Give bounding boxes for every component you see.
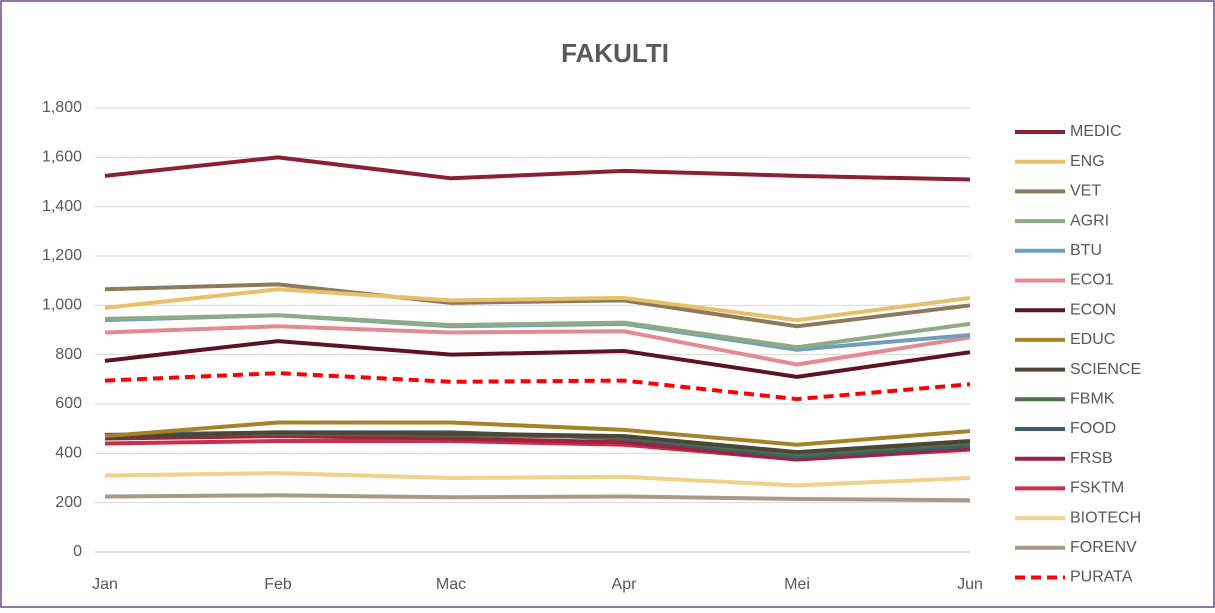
- x-tick-label: Apr: [612, 576, 638, 593]
- chart-title: FAKULTI: [561, 38, 669, 68]
- legend-label: FSKTM: [1070, 480, 1124, 497]
- legend-label: VET: [1070, 183, 1101, 200]
- y-tick-label: 1,400: [42, 198, 82, 215]
- series-line: [104, 371, 971, 402]
- legend-label: AGRI: [1070, 212, 1109, 229]
- x-tick-label: Jun: [957, 576, 983, 593]
- y-tick-label: 1,200: [42, 247, 82, 264]
- legend-label: ECON: [1070, 301, 1116, 318]
- y-tick-label: 600: [55, 395, 82, 412]
- series-line: [104, 287, 971, 323]
- y-tick-label: 400: [55, 445, 82, 462]
- y-tick-label: 1,800: [42, 99, 82, 116]
- legend-label: PURATA: [1070, 569, 1133, 586]
- x-tick-label: Mac: [436, 576, 466, 593]
- legend-label: ECO1: [1070, 272, 1114, 289]
- y-tick-label: 0: [73, 543, 82, 560]
- legend-label: FRSB: [1070, 450, 1113, 467]
- y-tick-label: 200: [55, 494, 82, 511]
- legend-label: SCIENCE: [1070, 361, 1141, 378]
- legend-label: EDUC: [1070, 331, 1115, 348]
- legend-label: FBMK: [1070, 391, 1115, 408]
- series-line: [104, 313, 971, 350]
- legend-label: FOOD: [1070, 420, 1116, 437]
- legend-label: BIOTECH: [1070, 509, 1141, 526]
- legend-label: ENG: [1070, 153, 1105, 170]
- series-line: [104, 430, 971, 455]
- legend-label: BTU: [1070, 242, 1102, 259]
- legend-label: FORENV: [1070, 539, 1137, 556]
- series-line: [104, 493, 971, 503]
- y-tick-label: 1,000: [42, 297, 82, 314]
- series-line: [104, 282, 971, 329]
- x-tick-label: Feb: [264, 576, 292, 593]
- series-line: [104, 324, 971, 367]
- y-tick-label: 800: [55, 346, 82, 363]
- y-tick-label: 1,600: [42, 149, 82, 166]
- series-line: [104, 434, 971, 462]
- legend-label: MEDIC: [1070, 123, 1122, 140]
- series-line: [104, 339, 971, 379]
- series-line: [104, 420, 971, 447]
- series-line: [104, 155, 971, 182]
- x-tick-label: Mei: [784, 576, 810, 593]
- x-tick-label: Jan: [92, 576, 118, 593]
- series-line: [104, 471, 971, 488]
